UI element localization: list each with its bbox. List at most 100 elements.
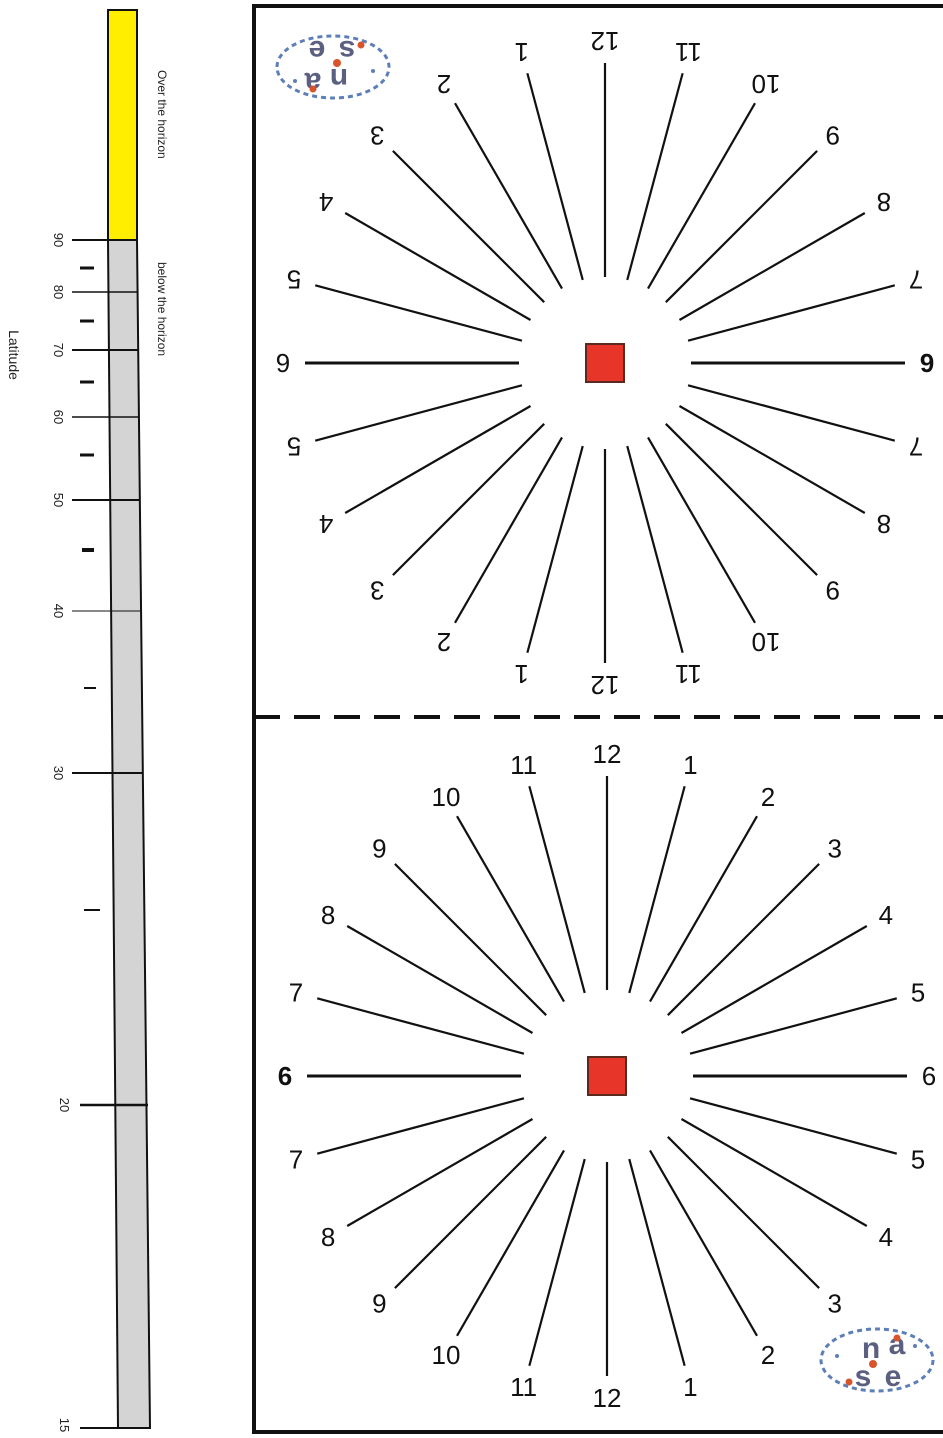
hour-line bbox=[680, 1118, 868, 1227]
hour-label: 12 bbox=[593, 739, 622, 769]
hour-label: 11 bbox=[510, 750, 537, 780]
over-horizon-label: Over the horizon bbox=[155, 70, 169, 159]
hour-label: 6 bbox=[276, 348, 290, 378]
tick-label-90: 90 bbox=[51, 233, 66, 247]
hour-line bbox=[392, 423, 545, 576]
gnomon-slot bbox=[585, 343, 625, 383]
hour-label: 8 bbox=[321, 1222, 335, 1252]
nase-logo-lower bbox=[819, 1326, 935, 1395]
hour-label: 8 bbox=[321, 900, 335, 930]
hour-label: 8 bbox=[877, 509, 891, 539]
nase-logo-upper bbox=[275, 32, 391, 101]
hour-line bbox=[665, 423, 818, 576]
hour-label: 3 bbox=[827, 1289, 841, 1319]
hour-label: 1 bbox=[683, 1372, 697, 1402]
over-horizon-bar bbox=[107, 9, 138, 241]
hour-line bbox=[649, 815, 758, 1003]
below-horizon-label: below the horizon bbox=[155, 262, 169, 356]
hour-label: 7 bbox=[289, 978, 303, 1008]
hour-line bbox=[687, 384, 896, 442]
hour-label: 10 bbox=[752, 69, 781, 99]
hour-label: 10 bbox=[432, 1340, 461, 1370]
hour-label: 3 bbox=[827, 833, 841, 863]
hour-label: 5 bbox=[911, 978, 925, 1008]
tick-label-70: 70 bbox=[51, 343, 66, 357]
hour-label: 4 bbox=[879, 900, 893, 930]
hour-line bbox=[316, 997, 525, 1055]
hour-label: 4 bbox=[319, 509, 333, 539]
hour-label: 1 bbox=[514, 37, 528, 67]
hour-label: 3 bbox=[370, 576, 384, 606]
hour-line bbox=[667, 1136, 820, 1289]
hour-label: 12 bbox=[591, 26, 620, 56]
hour-label: 5 bbox=[911, 1144, 925, 1174]
hour-line bbox=[628, 785, 686, 994]
hour-label: 7 bbox=[909, 431, 923, 461]
hour-line bbox=[680, 925, 868, 1034]
hour-label: 12 bbox=[593, 1383, 622, 1413]
hour-label: 10 bbox=[432, 782, 461, 812]
hour-label: 11 bbox=[510, 1372, 537, 1402]
tick-label-80: 80 bbox=[51, 285, 66, 299]
hour-line bbox=[456, 815, 565, 1003]
hour-label: 6 bbox=[922, 1061, 936, 1091]
hour-line bbox=[394, 1136, 547, 1289]
hour-line bbox=[689, 997, 898, 1055]
hour-label: 7 bbox=[289, 1144, 303, 1174]
hour-line bbox=[665, 150, 818, 303]
hour-line bbox=[678, 405, 866, 514]
hour-label: 1 bbox=[514, 659, 528, 689]
hour-line bbox=[687, 284, 896, 342]
hour-label: 4 bbox=[319, 187, 333, 217]
hour-label: 2 bbox=[761, 1340, 775, 1370]
hour-line bbox=[626, 72, 684, 281]
hour-line bbox=[454, 102, 563, 290]
hour-line bbox=[316, 1097, 525, 1155]
hour-label: 11 bbox=[675, 659, 702, 689]
hour-line bbox=[346, 1118, 534, 1227]
hour-line bbox=[528, 785, 586, 994]
hour-line bbox=[456, 1149, 565, 1337]
hour-line bbox=[394, 863, 547, 1016]
hour-line bbox=[667, 863, 820, 1016]
hour-label: 11 bbox=[675, 37, 702, 67]
hour-label: 4 bbox=[879, 1222, 893, 1252]
hour-label: 9 bbox=[825, 120, 839, 150]
hour-label: 8 bbox=[877, 187, 891, 217]
hour-label: 5 bbox=[287, 265, 301, 295]
tick-label-40: 40 bbox=[51, 604, 66, 618]
below-horizon-wedge bbox=[106, 239, 152, 1429]
hour-label: 9 bbox=[372, 833, 386, 863]
tick-label-60: 60 bbox=[51, 410, 66, 424]
hour-label: 7 bbox=[909, 265, 923, 295]
hour-line bbox=[528, 1158, 586, 1367]
hour-line bbox=[344, 405, 532, 514]
hour-line bbox=[678, 212, 866, 321]
hour-line bbox=[314, 384, 523, 442]
hour-label: 9 bbox=[825, 576, 839, 606]
hour-line bbox=[344, 212, 532, 321]
hour-line bbox=[454, 436, 563, 624]
hour-label: 6 bbox=[278, 1061, 292, 1091]
hour-label: 6 bbox=[920, 348, 934, 378]
hour-line bbox=[628, 1158, 686, 1367]
hour-line bbox=[314, 284, 523, 342]
hour-label: 10 bbox=[752, 627, 781, 657]
hour-label: 2 bbox=[437, 627, 451, 657]
hour-line bbox=[626, 445, 684, 654]
hour-label: 2 bbox=[761, 782, 775, 812]
hour-line bbox=[647, 436, 756, 624]
tick-label-50: 50 bbox=[51, 493, 66, 507]
hour-line bbox=[526, 445, 584, 654]
latitude-axis-title: Latitude bbox=[6, 330, 22, 380]
hour-line bbox=[346, 925, 534, 1034]
hour-line bbox=[526, 72, 584, 281]
gnomon-slot bbox=[587, 1056, 627, 1096]
tick-label-20: 20 bbox=[57, 1098, 72, 1112]
hour-line bbox=[689, 1097, 898, 1155]
latitude-scale: Over the horizon below the horizon Latit… bbox=[6, 9, 169, 1432]
hour-label: 5 bbox=[287, 431, 301, 461]
